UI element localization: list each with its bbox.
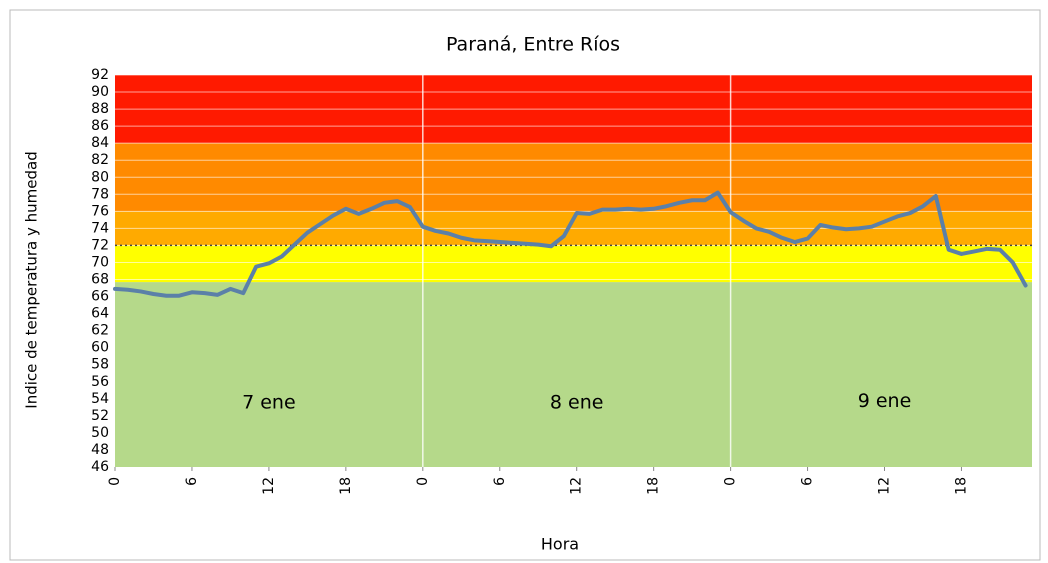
day-label: 7 ene [242, 392, 296, 414]
x-axis-label: Hora [541, 535, 579, 554]
y-tick-label: 64 [91, 306, 109, 322]
x-tick-label: 12 [877, 477, 893, 495]
data-line [113, 190, 1028, 298]
x-tick-label: 18 [338, 477, 354, 495]
y-tick-label: 56 [91, 374, 109, 390]
y-tick-label: 50 [91, 425, 109, 441]
y-tick-label: 54 [91, 391, 109, 407]
x-tick-label: 0 [415, 477, 431, 486]
y-tick-label: 68 [91, 272, 109, 288]
y-tick-label: 72 [91, 237, 109, 253]
y-tick-label: 48 [91, 442, 109, 458]
x-tick-label: 6 [492, 477, 508, 486]
y-tick-label: 84 [91, 135, 109, 151]
x-tick-label: 18 [953, 477, 969, 495]
x-tick-label: 6 [800, 477, 816, 486]
chart-title: Paraná, Entre Ríos [446, 34, 620, 56]
y-tick-label: 62 [91, 323, 109, 339]
y-tick-label: 92 [91, 67, 109, 83]
y-tick-label: 88 [91, 101, 109, 117]
y-tick-label: 58 [91, 357, 109, 373]
y-tick-label: 60 [91, 340, 109, 356]
y-tick-label: 46 [91, 459, 109, 475]
y-tick-label: 76 [91, 203, 109, 219]
day-label: 8 ene [550, 392, 604, 414]
x-tick-label: 12 [261, 477, 277, 495]
x-tick-label: 0 [723, 477, 739, 486]
y-tick-label: 80 [91, 169, 109, 185]
y-axis-label: Indice de temperatura y humedad [23, 151, 41, 408]
band [115, 282, 1032, 467]
x-tick-label: 6 [184, 477, 200, 486]
y-tick-label: 74 [91, 220, 109, 236]
y-tick-label: 86 [91, 118, 109, 134]
x-tick-label: 18 [646, 477, 662, 495]
y-tick-label: 78 [91, 186, 109, 202]
day-label: 9 ene [858, 390, 912, 412]
x-tick-label: 0 [107, 477, 123, 486]
y-tick-label: 90 [91, 84, 109, 100]
y-tick-label: 52 [91, 408, 109, 424]
y-tick-label: 66 [91, 289, 109, 305]
y-tick-label: 82 [91, 152, 109, 168]
x-tick-label: 12 [569, 477, 585, 495]
y-tick-label: 70 [91, 254, 109, 270]
